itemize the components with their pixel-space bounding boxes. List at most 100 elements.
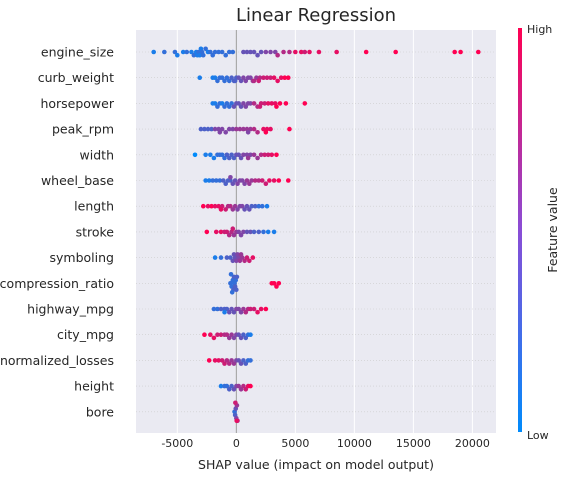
shap-point (219, 49, 225, 55)
feature-label-stroke: stroke (76, 224, 115, 239)
shap-point (234, 287, 239, 293)
shap-point (245, 155, 251, 161)
shap-point (293, 49, 298, 55)
shap-point (216, 49, 221, 55)
shap-point (236, 75, 241, 80)
shap-point (275, 52, 280, 58)
shap-point (271, 178, 277, 183)
shap-point (254, 75, 259, 80)
shap-point (205, 126, 211, 132)
shap-point (393, 49, 398, 55)
shap-point (247, 258, 252, 264)
shap-point (236, 229, 241, 235)
feature-label-symboling: symboling (50, 250, 114, 265)
shap-point (252, 203, 258, 209)
shap-point (248, 126, 253, 132)
shap-point (239, 255, 245, 260)
shap-point (229, 358, 234, 363)
shap-point (265, 101, 271, 106)
shap-point (271, 281, 277, 286)
shap-point (217, 130, 223, 135)
shap-point (203, 152, 208, 158)
shap-point (226, 232, 232, 238)
feature-label-width: width (80, 147, 114, 162)
shap-point (244, 178, 250, 183)
shap-point (212, 358, 218, 363)
shap-point (261, 75, 266, 80)
chart-title: Linear Regression (236, 5, 396, 26)
shap-point (197, 52, 203, 58)
shap-point (218, 229, 224, 235)
shap-point (200, 203, 206, 209)
shap-point (226, 49, 232, 55)
shap-point (265, 229, 271, 235)
shap-point (216, 203, 221, 209)
shap-point (452, 49, 457, 55)
shap-point (215, 306, 220, 312)
shap-point (247, 181, 252, 186)
shap-point (212, 101, 218, 106)
shap-point (241, 358, 246, 363)
shap-point (200, 52, 206, 58)
feature-label-bore: bore (86, 404, 114, 419)
colorbar-high-label: High (527, 23, 552, 36)
shap-point (248, 358, 253, 363)
feature-label-wheel-base: wheel_base (41, 173, 114, 188)
shap-point (475, 49, 481, 55)
shap-point (224, 152, 230, 158)
shap-point (221, 178, 226, 183)
shap-point (263, 49, 269, 55)
shap-point (248, 306, 253, 312)
shap-point (241, 229, 246, 235)
shap-point (218, 306, 224, 312)
shap-point (231, 155, 237, 161)
shap-point (232, 203, 238, 209)
shap-point (256, 78, 262, 84)
shap-point (242, 181, 247, 186)
shap-point (229, 332, 234, 338)
shap-point (271, 229, 277, 235)
shap-point (267, 178, 272, 183)
shap-point (230, 207, 236, 212)
shap-point (234, 258, 239, 264)
shap-point (251, 152, 257, 158)
shap-point (248, 332, 253, 338)
shap-point (274, 284, 279, 289)
shap-point (229, 152, 234, 158)
shap-point (231, 309, 237, 315)
shap-point (234, 418, 239, 424)
shap-point (285, 75, 291, 80)
shap-point (238, 78, 244, 84)
shap-point (265, 152, 271, 158)
shap-point (239, 178, 245, 183)
feature-label-compression-ratio: compression_ratio (0, 276, 114, 291)
shap-point (234, 274, 240, 280)
shap-point (209, 203, 214, 209)
shap-point (269, 101, 275, 106)
shap-point (257, 104, 263, 109)
shap-point (228, 175, 233, 180)
shap-point (283, 101, 289, 106)
shap-point (255, 309, 260, 315)
shap-point (223, 130, 229, 135)
shap-point (213, 229, 219, 235)
shap-point (243, 78, 249, 84)
shap-point (224, 101, 230, 106)
feature-label-city-mpg: city_mpg (57, 327, 114, 342)
shap-point (274, 152, 279, 158)
shap-point (238, 309, 244, 315)
shap-point (238, 361, 244, 366)
shap-point (275, 78, 280, 84)
shap-point (215, 104, 220, 109)
shap-point (226, 335, 232, 341)
x-tick-label: 15000 (396, 437, 431, 450)
shap-point (238, 104, 244, 109)
shap-point (238, 387, 244, 392)
shap-point (222, 155, 227, 161)
shap-point (272, 49, 278, 55)
shap-point (251, 229, 257, 235)
shap-point (210, 178, 216, 183)
colorbar-low-label: Low (527, 429, 549, 442)
shap-point (236, 358, 241, 363)
shap-point (264, 75, 270, 80)
